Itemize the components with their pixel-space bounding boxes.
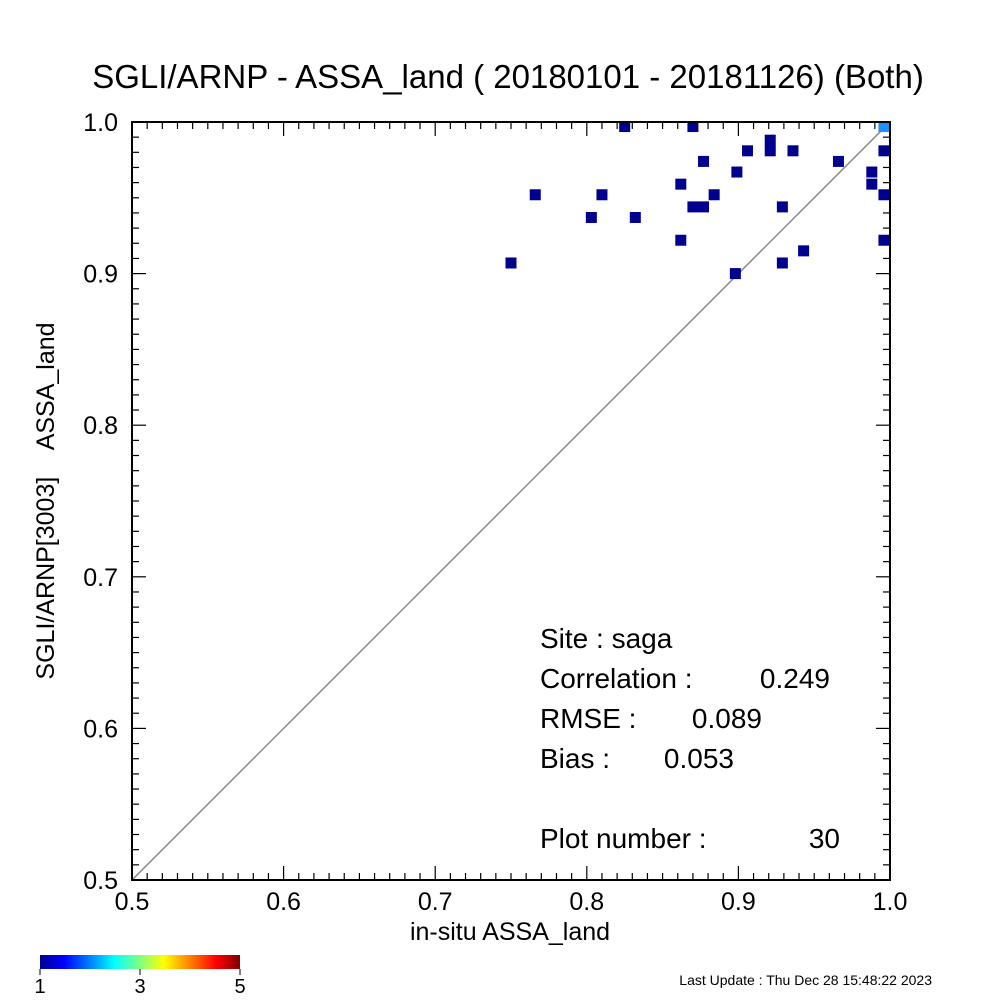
y-tick-label: 0.9 (83, 261, 118, 289)
rmse-label: RMSE : (540, 703, 636, 734)
data-point (878, 145, 890, 157)
data-point (787, 145, 799, 157)
bias-label: Bias : (540, 743, 610, 774)
correlation-label: Correlation : (540, 663, 693, 694)
colorbar-min-label: 1 (34, 976, 45, 998)
x-tick-label: 0.6 (266, 888, 301, 916)
data-point (698, 155, 710, 167)
data-point (741, 145, 753, 157)
x-tick-label: 0.9 (721, 888, 756, 916)
data-point (878, 189, 890, 201)
bias-value: 0.053 (664, 743, 734, 774)
y-tick-label: 0.7 (83, 564, 118, 592)
data-point (505, 257, 517, 269)
y-tick-label: 0.8 (83, 412, 118, 440)
colorbar: 1 3 5 (34, 955, 246, 998)
site-text: Site : saga (540, 623, 673, 654)
data-point (687, 121, 699, 133)
data-point (764, 145, 776, 157)
chart-title: SGLI/ARNP - ASSA_land ( 20180101 - 20181… (92, 58, 924, 95)
data-point (698, 201, 710, 213)
data-point (529, 189, 541, 201)
data-point (776, 257, 788, 269)
data-point (687, 201, 699, 213)
axis-ticks (131, 121, 891, 881)
data-point (675, 178, 687, 190)
data-point (596, 189, 608, 201)
data-point (764, 134, 776, 146)
data-point (832, 155, 844, 167)
data-point (708, 189, 720, 201)
stats-box: Site : saga Correlation : 0.249 RMSE : 0… (540, 623, 840, 854)
x-tick-label: 0.7 (418, 888, 453, 916)
plot-frame (131, 121, 891, 881)
last-update-text: Last Update : Thu Dec 28 15:48:22 2023 (679, 972, 932, 988)
x-tick-label: 0.8 (569, 888, 604, 916)
data-point (729, 268, 741, 280)
colorbar-max-label: 5 (234, 976, 245, 998)
data-point (629, 212, 641, 224)
data-point (798, 245, 810, 257)
data-point (731, 166, 743, 178)
one-to-one-line (131, 121, 891, 881)
data-point (878, 234, 890, 246)
y-tick-label: 0.5 (83, 867, 118, 895)
plot-number-value: 30 (809, 823, 840, 854)
rmse-value: 0.089 (692, 703, 762, 734)
plot-number-label: Plot number : (540, 823, 707, 854)
colorbar-gradient (40, 955, 240, 969)
x-tick-label: 0.5 (115, 888, 150, 916)
data-point (619, 121, 631, 133)
data-point (866, 178, 878, 190)
data-point (776, 201, 788, 213)
data-point (878, 121, 890, 133)
y-tick-label: 0.6 (83, 715, 118, 743)
correlation-value: 0.249 (760, 663, 830, 694)
y-axis-label: SGLI/ARNP[3003] ASSA_land (32, 322, 60, 679)
x-axis-label: in-situ ASSA_land (410, 918, 610, 946)
data-point (585, 212, 597, 224)
y-tick-label: 1.0 (83, 109, 118, 137)
data-points (505, 121, 890, 280)
x-tick-label: 1.0 (873, 888, 908, 916)
data-point (866, 166, 878, 178)
data-point (675, 234, 687, 246)
colorbar-mid-label: 3 (134, 976, 145, 998)
axis-tick-labels: 0.5 0.6 0.7 0.8 0.9 1.0 0.5 0.6 0.7 0.8 0.9 1.0 (83, 109, 907, 916)
